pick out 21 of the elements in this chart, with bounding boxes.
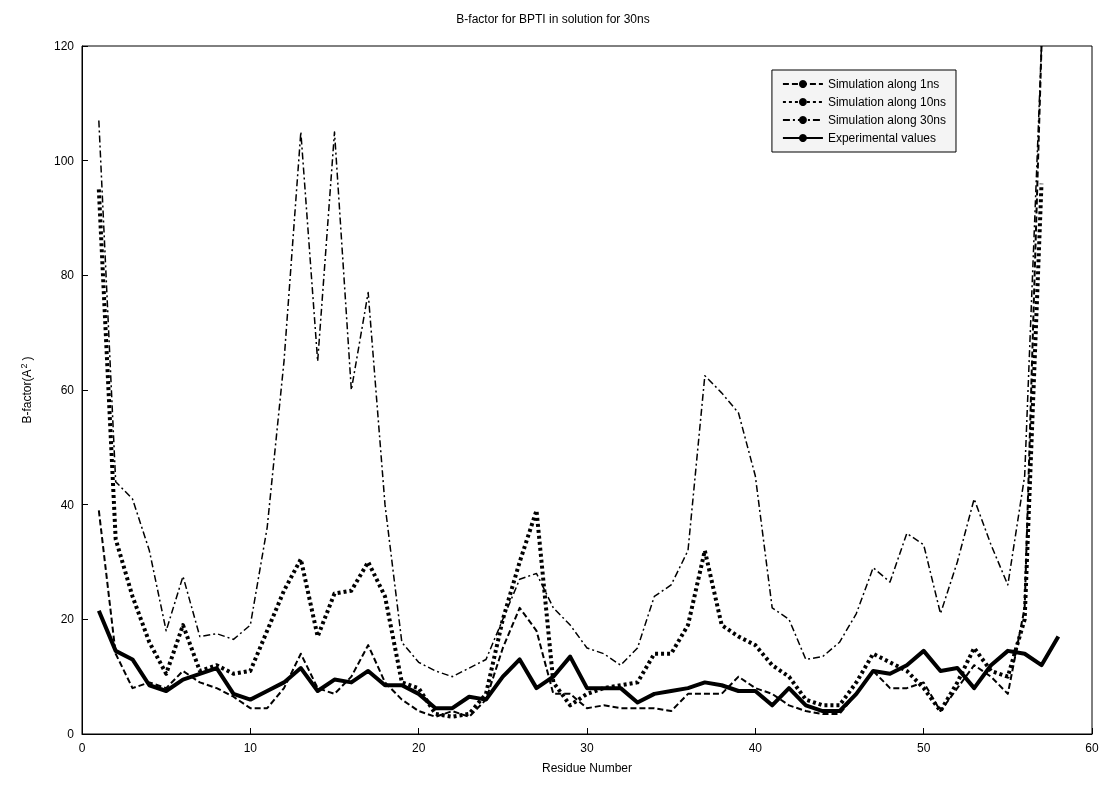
chart-title: B-factor for BPTI in solution for 30ns [456,12,650,26]
legend-label: Simulation along 10ns [827,95,946,109]
y-tick-label: 120 [53,39,75,53]
legend-label: Simulation along 1ns [827,77,940,91]
y-tick-label: 60 [60,383,75,397]
y-tick-label: 100 [53,153,75,168]
y-axis-title: B-factor(A2) [18,356,34,424]
x-tick-label: 20 [411,741,426,755]
x-tick-label: 60 [1085,741,1099,755]
x-tick-label: 50 [916,741,931,755]
legend-label: Experimental values [827,131,936,145]
x-tick-label: 0 [78,741,86,755]
x-tick-label: 40 [748,741,763,755]
legend-label: Simulation along 30ns [827,113,946,127]
x-axis-title: Residue Number [541,761,633,775]
x-tick-label: 30 [580,741,594,755]
y-tick-label: 20 [60,612,75,627]
y-tick-label: 40 [60,497,75,512]
y-tick-label: 80 [60,268,75,283]
x-tick-label: 10 [243,741,258,755]
y-tick-label: 0 [67,727,75,741]
